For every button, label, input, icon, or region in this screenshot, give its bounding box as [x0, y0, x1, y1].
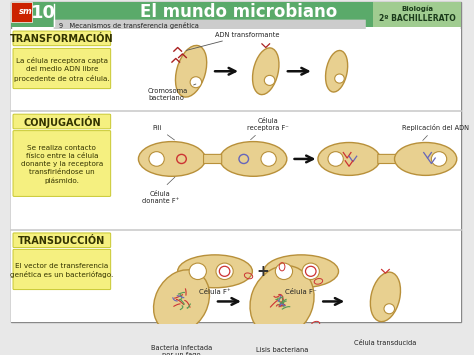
- Text: El mundo microbiano: El mundo microbiano: [140, 3, 337, 21]
- FancyBboxPatch shape: [11, 230, 461, 322]
- Text: Bacteria infectada
por un fago: Bacteria infectada por un fago: [151, 345, 212, 355]
- Ellipse shape: [149, 152, 164, 166]
- Text: Cromosoma
bacteriano: Cromosoma bacteriano: [148, 84, 196, 102]
- Ellipse shape: [154, 270, 210, 333]
- Ellipse shape: [370, 272, 401, 322]
- Ellipse shape: [264, 255, 338, 288]
- Text: +: +: [256, 264, 269, 279]
- Text: 2º BACHILLERATO: 2º BACHILLERATO: [379, 14, 456, 23]
- Ellipse shape: [216, 263, 233, 279]
- Ellipse shape: [250, 266, 314, 337]
- Ellipse shape: [318, 142, 380, 175]
- Ellipse shape: [326, 50, 347, 92]
- Ellipse shape: [190, 77, 201, 88]
- Text: Célula
receptora F⁻: Célula receptora F⁻: [247, 118, 289, 140]
- FancyBboxPatch shape: [13, 233, 110, 247]
- Text: Se realiza contacto
físico entre la célula
donante y la receptora
transfiriéndos: Se realiza contacto físico entre la célu…: [21, 145, 103, 184]
- FancyBboxPatch shape: [13, 31, 110, 46]
- Text: ADN transformante: ADN transformante: [186, 32, 280, 50]
- Text: TRANSFORMACIÓN: TRANSFORMACIÓN: [10, 34, 114, 44]
- FancyBboxPatch shape: [54, 20, 366, 30]
- Ellipse shape: [335, 74, 344, 83]
- Text: Célula F⁻: Célula F⁻: [285, 289, 317, 295]
- Ellipse shape: [384, 304, 394, 314]
- Text: Pili: Pili: [153, 125, 174, 140]
- Ellipse shape: [264, 75, 275, 86]
- Ellipse shape: [175, 45, 207, 97]
- FancyBboxPatch shape: [13, 131, 110, 196]
- Text: m: m: [23, 7, 32, 16]
- Ellipse shape: [328, 152, 343, 166]
- Text: 10: 10: [31, 4, 56, 22]
- Ellipse shape: [261, 152, 276, 166]
- FancyBboxPatch shape: [11, 29, 461, 111]
- FancyBboxPatch shape: [11, 111, 461, 230]
- Text: CONJUGACIÓN: CONJUGACIÓN: [23, 116, 100, 129]
- Text: Célula
donante F⁺: Célula donante F⁺: [142, 191, 179, 204]
- Text: La célula receptora capta
del medio ADN libre
procedente de otra célula.: La célula receptora capta del medio ADN …: [14, 57, 109, 82]
- Text: Célula F⁺: Célula F⁺: [199, 289, 231, 295]
- Ellipse shape: [302, 263, 319, 279]
- FancyBboxPatch shape: [13, 249, 110, 290]
- Ellipse shape: [275, 263, 292, 279]
- Ellipse shape: [189, 263, 206, 279]
- Ellipse shape: [394, 142, 457, 175]
- FancyBboxPatch shape: [13, 114, 110, 129]
- FancyBboxPatch shape: [203, 154, 222, 164]
- FancyBboxPatch shape: [378, 154, 397, 164]
- FancyBboxPatch shape: [13, 48, 110, 89]
- Ellipse shape: [178, 255, 252, 288]
- FancyBboxPatch shape: [11, 2, 461, 27]
- Ellipse shape: [220, 142, 287, 176]
- Text: El vector de transferencia
genética es un bacteriófago.: El vector de transferencia genética es u…: [10, 263, 113, 278]
- Ellipse shape: [431, 152, 447, 166]
- Ellipse shape: [253, 48, 279, 95]
- Text: Célula transducida: Célula transducida: [354, 340, 417, 346]
- FancyBboxPatch shape: [373, 2, 461, 27]
- FancyBboxPatch shape: [11, 2, 32, 22]
- Text: Lisis bacteriana: Lisis bacteriana: [256, 347, 308, 353]
- Text: TRANSDUCCIÓN: TRANSDUCCIÓN: [18, 236, 106, 246]
- Text: 9   Mecanismos de transferencia genética: 9 Mecanismos de transferencia genética: [59, 22, 199, 29]
- Text: s: s: [19, 7, 24, 16]
- Ellipse shape: [138, 142, 205, 176]
- Text: Replicación del ADN: Replicación del ADN: [401, 124, 469, 141]
- Text: Biología: Biología: [401, 6, 433, 12]
- FancyBboxPatch shape: [11, 2, 461, 322]
